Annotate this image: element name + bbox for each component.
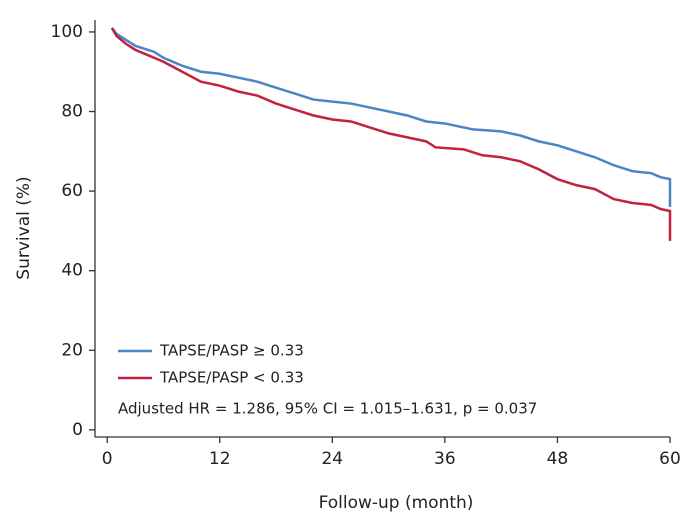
- x-axis-label: Follow-up (month): [319, 493, 474, 513]
- y-axis-label: Survival (%): [14, 176, 34, 279]
- x-tick-label: 12: [209, 449, 231, 469]
- legend-label: TAPSE/PASP ≥ 0.33: [159, 342, 304, 360]
- y-tick-label: 100: [51, 22, 83, 42]
- y-tick-label: 60: [61, 181, 83, 201]
- x-tick-label: 36: [434, 449, 456, 469]
- y-tick-label: 40: [61, 261, 83, 281]
- x-tick-label: 24: [321, 449, 343, 469]
- survival-curve: [110, 27, 672, 208]
- x-tick-label: 0: [102, 449, 113, 469]
- x-tick-label: 48: [547, 449, 569, 469]
- y-tick-label: 80: [61, 102, 83, 122]
- survival-curve: [110, 27, 672, 241]
- annotation: Adjusted HR = 1.286, 95% CI = 1.015–1.63…: [118, 400, 537, 418]
- y-tick-label: 20: [61, 340, 83, 360]
- legend-label: TAPSE/PASP < 0.33: [159, 369, 304, 387]
- y-tick-label: 0: [72, 420, 83, 440]
- x-tick-label: 60: [659, 449, 681, 469]
